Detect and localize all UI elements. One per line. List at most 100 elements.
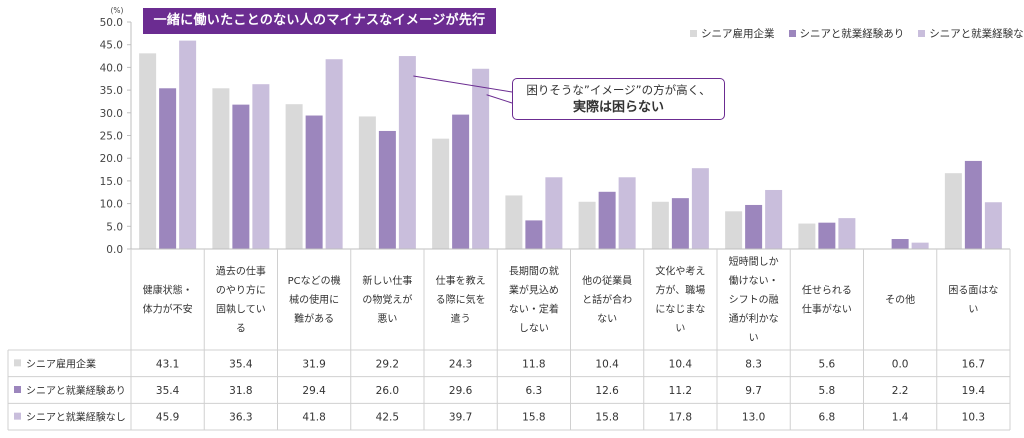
category-label: 通が利かな [729, 312, 779, 325]
bar-3-2 [252, 84, 270, 249]
table-cell-value: 6.8 [819, 412, 836, 424]
bar-1-5 [432, 138, 450, 249]
category-label: 働けない・ [729, 274, 779, 287]
table-cell-value: 10.4 [669, 358, 693, 370]
bar-2-10 [818, 222, 836, 249]
bar-2-5 [452, 114, 470, 249]
bar-3-7 [618, 177, 636, 249]
table-series-swatch [14, 412, 21, 420]
category-label: 業が見込め [509, 284, 559, 297]
table-cell-value: 39.7 [449, 412, 472, 424]
table-cell-value: 35.4 [229, 358, 253, 370]
table-cell-value: 12.6 [595, 385, 619, 397]
callout-connector-line [413, 75, 513, 93]
table-cell-value: 26.0 [376, 385, 399, 397]
bar-1-2 [212, 88, 230, 249]
table-cell-value: 5.8 [819, 385, 836, 397]
bar-1-9 [725, 211, 743, 249]
table-cell-value: 29.4 [302, 385, 326, 397]
table-cell-value: 10.3 [962, 412, 985, 424]
bar-2-12 [964, 160, 982, 249]
table-cell-value: 15.8 [595, 412, 618, 424]
bar-1-6 [505, 195, 523, 249]
bar-1-3 [285, 104, 303, 249]
category-label: 体力が不安 [143, 303, 193, 316]
category-label: 悪い [377, 313, 397, 325]
table-cell-value: 43.1 [156, 358, 179, 370]
category-label: ない・定着 [509, 303, 559, 316]
table-cell-value: 31.9 [302, 358, 325, 370]
category-label: い [675, 324, 685, 335]
y-tick-label: 50.0 [100, 17, 123, 29]
legend-label: シニア雇用企業 [701, 28, 775, 40]
category-label: その他 [885, 293, 915, 306]
table-cell-value: 45.9 [156, 412, 179, 424]
bar-3-11 [911, 242, 929, 249]
table-cell-value: 13.0 [742, 412, 765, 424]
bar-3-3 [325, 59, 343, 250]
table-series-name: シニア雇用企業 [26, 357, 96, 370]
category-label: い [968, 305, 978, 316]
y-tick-label: 0.0 [106, 244, 123, 256]
annotation-callout: 困りそうな”イメージ”の方が高く、 実際は困らない [512, 78, 725, 120]
category-label: 固執してい [216, 303, 266, 316]
bar-3-8 [691, 168, 709, 249]
table-cell-value: 24.3 [449, 358, 472, 370]
table-cell-value: 17.8 [669, 412, 692, 424]
legend-swatch-icon [690, 30, 697, 37]
table-cell-value: 2.2 [892, 385, 909, 397]
table-series-name: シニアと就業経験なし [26, 411, 126, 424]
table-cell-value: 0.0 [892, 358, 909, 370]
legend-item-without-experience: シニアと就業経験なし [918, 26, 1024, 41]
chart-legend: シニア雇用企業 シニアと就業経験あり シニアと就業経験なし [690, 26, 1024, 41]
category-label: 遣う [451, 312, 471, 325]
legend-swatch-icon [918, 30, 926, 37]
y-tick-label: 15.0 [100, 176, 123, 188]
category-label: 短時間しか [729, 255, 779, 268]
bar-2-11 [891, 239, 909, 249]
table-cell-value: 31.8 [229, 385, 252, 397]
bar-1-8 [651, 201, 669, 249]
table-cell-value: 29.2 [376, 358, 399, 370]
table-cell-value: 9.7 [745, 385, 762, 397]
y-tick-label: 5.0 [106, 221, 123, 233]
bar-2-1 [159, 88, 177, 249]
table-cell-value: 42.5 [376, 412, 399, 424]
bar-1-4 [358, 116, 376, 249]
y-tick-label: 45.0 [100, 40, 123, 52]
table-series-swatch [14, 359, 21, 367]
table-cell-value: 5.6 [819, 358, 836, 370]
category-label: 困る面はな [948, 285, 998, 297]
table-cell-value: 11.2 [669, 385, 692, 397]
table-cell-value: 16.7 [962, 358, 985, 370]
category-label: 長期間の就 [509, 265, 559, 278]
table-series-swatch [14, 386, 21, 393]
bar-2-6 [525, 220, 543, 249]
category-label: 過去の仕事 [216, 265, 266, 278]
category-label: 健康状態・ [143, 284, 193, 297]
y-tick-label: 30.0 [100, 108, 123, 120]
bar-3-5 [472, 68, 490, 250]
category-label: い [749, 333, 759, 344]
table-cell-value: 1.4 [892, 412, 909, 424]
bar-2-7 [598, 191, 616, 249]
table-cell-value: 6.3 [526, 385, 543, 397]
category-label: 械の使用に [289, 293, 339, 306]
bar-3-12 [984, 202, 1002, 249]
bar-2-9 [745, 204, 763, 249]
bar-3-4 [398, 56, 416, 249]
category-label: シフトの融 [729, 294, 779, 306]
legend-label: シニアと就業経験あり [799, 28, 905, 40]
bar-3-10 [838, 218, 856, 249]
category-label: のやり方に [216, 284, 266, 297]
bar-2-4 [378, 130, 396, 249]
bar-1-10 [798, 223, 816, 249]
bar-3-9 [765, 189, 783, 249]
bar-2-2 [232, 104, 250, 250]
category-label: 他の従業員 [582, 274, 632, 287]
y-axis-unit: (%) [111, 6, 124, 15]
table-cell-value: 19.4 [962, 385, 986, 397]
category-label: 文化や考え [655, 265, 705, 278]
category-label: ない [597, 313, 617, 325]
